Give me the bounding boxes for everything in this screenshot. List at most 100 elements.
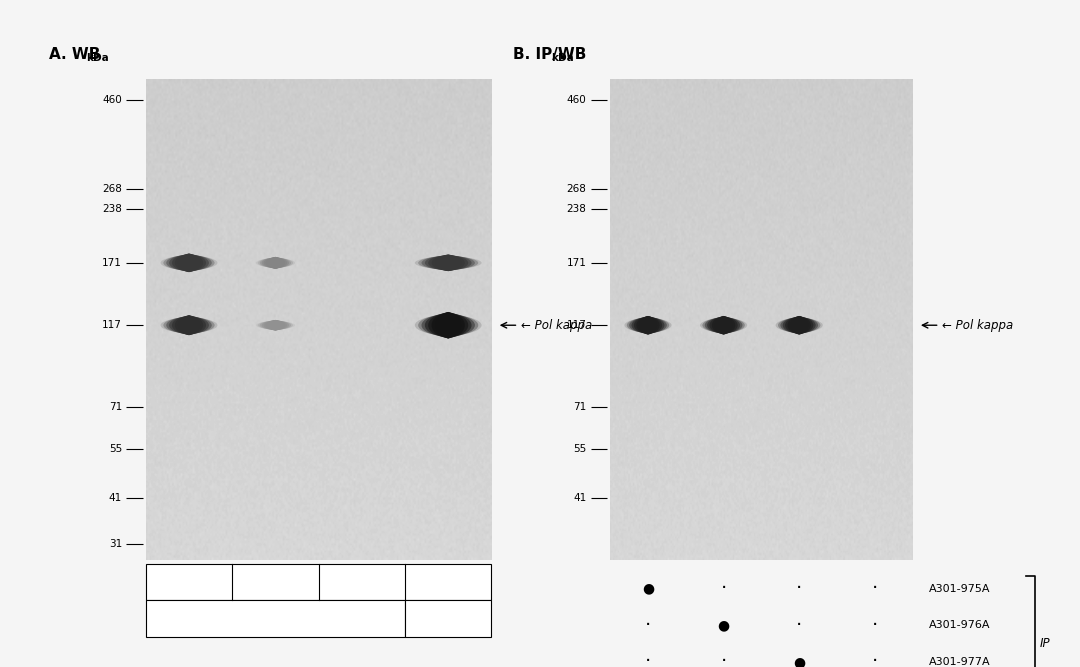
Ellipse shape [421, 256, 475, 270]
Ellipse shape [638, 316, 658, 334]
Ellipse shape [646, 316, 650, 335]
Ellipse shape [432, 313, 464, 338]
Ellipse shape [261, 321, 289, 330]
Ellipse shape [783, 317, 815, 334]
Ellipse shape [630, 317, 666, 333]
Text: 55: 55 [573, 444, 586, 454]
Text: ·: · [872, 616, 878, 635]
Text: 268: 268 [103, 184, 122, 194]
Text: 117: 117 [567, 320, 586, 330]
Ellipse shape [266, 320, 285, 330]
Text: 41: 41 [573, 493, 586, 503]
Ellipse shape [636, 316, 660, 334]
Ellipse shape [428, 313, 469, 338]
Ellipse shape [264, 320, 287, 330]
Ellipse shape [700, 318, 747, 332]
Ellipse shape [634, 317, 662, 334]
Text: 238: 238 [567, 203, 586, 213]
Ellipse shape [259, 258, 292, 268]
Ellipse shape [795, 316, 804, 334]
Ellipse shape [418, 315, 478, 336]
Ellipse shape [710, 317, 738, 334]
Ellipse shape [421, 314, 475, 336]
Ellipse shape [797, 316, 801, 335]
Text: 50: 50 [441, 576, 456, 588]
Text: 171: 171 [567, 258, 586, 268]
Ellipse shape [438, 312, 458, 338]
Text: T: T [444, 612, 453, 625]
Ellipse shape [632, 317, 664, 334]
Ellipse shape [702, 317, 745, 333]
Text: B. IP/WB: B. IP/WB [513, 47, 586, 61]
Text: 31: 31 [109, 538, 122, 548]
Text: ← Pol kappa: ← Pol kappa [942, 319, 1013, 331]
Ellipse shape [705, 317, 742, 333]
Text: ·: · [796, 579, 802, 598]
Bar [146, 600, 405, 637]
Text: ·: · [872, 652, 878, 667]
Ellipse shape [781, 317, 818, 333]
Ellipse shape [435, 312, 461, 338]
Text: A301-976A: A301-976A [929, 620, 990, 630]
Text: A301-975A: A301-975A [929, 584, 990, 594]
Ellipse shape [270, 257, 281, 269]
Ellipse shape [184, 253, 194, 272]
Text: ← Pol kappa: ← Pol kappa [521, 319, 592, 331]
Text: ●: ● [717, 618, 730, 632]
Text: 460: 460 [567, 95, 586, 105]
Ellipse shape [445, 312, 451, 339]
Text: ·: · [645, 616, 651, 635]
Ellipse shape [714, 316, 733, 334]
Text: 117: 117 [103, 320, 122, 330]
Ellipse shape [644, 316, 652, 334]
Ellipse shape [418, 256, 478, 269]
Text: kDa: kDa [551, 53, 573, 63]
Ellipse shape [163, 255, 215, 270]
Ellipse shape [273, 320, 278, 331]
Text: HeLa: HeLa [259, 612, 292, 625]
Ellipse shape [268, 320, 283, 330]
Ellipse shape [177, 315, 201, 335]
Ellipse shape [172, 254, 206, 271]
Ellipse shape [170, 316, 208, 334]
Ellipse shape [270, 320, 281, 330]
Text: ·: · [796, 616, 802, 635]
Ellipse shape [273, 257, 278, 269]
Text: 238: 238 [103, 203, 122, 213]
Text: 71: 71 [109, 402, 122, 412]
Ellipse shape [258, 321, 293, 329]
Ellipse shape [435, 255, 461, 271]
Ellipse shape [166, 317, 212, 334]
Bar [146, 564, 491, 600]
Text: ·: · [645, 652, 651, 667]
Ellipse shape [180, 315, 198, 335]
Ellipse shape [170, 255, 208, 271]
Text: 55: 55 [109, 444, 122, 454]
Ellipse shape [258, 258, 293, 267]
Ellipse shape [271, 320, 280, 331]
Ellipse shape [163, 317, 215, 334]
Ellipse shape [175, 254, 203, 271]
Ellipse shape [261, 257, 289, 268]
Ellipse shape [264, 257, 287, 268]
Text: ·: · [720, 579, 727, 598]
Ellipse shape [161, 256, 217, 270]
Ellipse shape [184, 315, 194, 335]
Text: kDa: kDa [86, 53, 109, 63]
Text: A301-977A: A301-977A [929, 657, 990, 667]
Ellipse shape [442, 255, 455, 271]
Ellipse shape [442, 312, 455, 338]
Text: ●: ● [642, 582, 654, 596]
Text: 15: 15 [268, 576, 283, 588]
Ellipse shape [172, 316, 206, 334]
Ellipse shape [180, 253, 198, 272]
Ellipse shape [785, 317, 813, 334]
Ellipse shape [787, 316, 811, 334]
Ellipse shape [792, 316, 807, 334]
Text: 41: 41 [109, 493, 122, 503]
Text: 268: 268 [567, 184, 586, 194]
Ellipse shape [789, 316, 809, 334]
Text: 171: 171 [103, 258, 122, 268]
Ellipse shape [256, 258, 295, 267]
Ellipse shape [707, 317, 740, 334]
